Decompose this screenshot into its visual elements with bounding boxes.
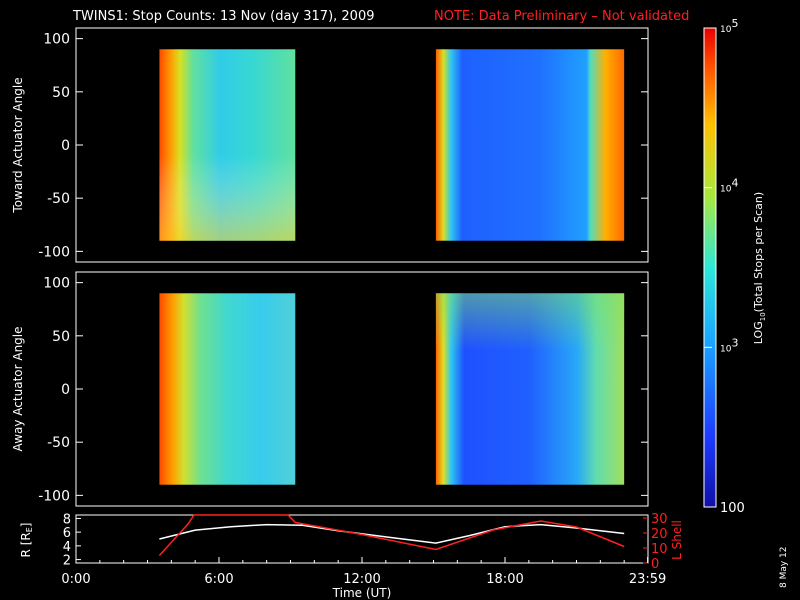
away-heatmap-segment-1 xyxy=(159,293,296,485)
colorbar-gradient xyxy=(703,27,717,508)
toward-heatmap-segment-1-shade xyxy=(159,49,296,241)
colorbar-ticks: 105 104 103 100 xyxy=(704,17,745,516)
ytick-label: 100 xyxy=(43,276,70,292)
ytick-label: 50 xyxy=(52,329,70,345)
colorbar: 105 104 103 100 LOG10(Total Stops per Scan) xyxy=(703,17,767,516)
radius-tick-label: 6 xyxy=(63,526,71,541)
lshell-series-line xyxy=(158,514,625,557)
ytick-label: 100 xyxy=(43,32,70,48)
lshell-ylabel: L Shell xyxy=(670,520,684,560)
lshell-tick-label: 0 xyxy=(651,557,659,572)
time-tick-label: 23:59 xyxy=(629,572,666,587)
colorbar-tick-label: 104 xyxy=(720,177,738,195)
toward-panel: Toward Actuator Angle -100 -50 0 50 100 xyxy=(11,27,649,263)
toward-yticks: -100 -50 0 50 100 xyxy=(38,32,648,260)
radius-tick-label: 4 xyxy=(63,540,71,555)
away-panel: Away Actuator Angle -100 -50 0 50 100 xyxy=(11,271,649,507)
ytick-label: 50 xyxy=(52,85,70,101)
time-xticks: 0:00 6:00 12:00 18:00 23:59 xyxy=(61,557,666,587)
time-tick-label: 12:00 xyxy=(343,572,380,587)
ytick-label: -50 xyxy=(47,435,70,451)
away-ylabel: Away Actuator Angle xyxy=(11,326,25,451)
away-heatmap-segment-2-shade xyxy=(435,293,625,485)
colorbar-tick-label: 105 xyxy=(720,17,738,35)
time-tick-label: 18:00 xyxy=(486,572,523,587)
radius-series-line xyxy=(159,523,625,544)
toward-heatmap-segment-2 xyxy=(435,49,625,241)
radius-ylabel: R [RE] xyxy=(19,523,34,558)
ytick-label: -100 xyxy=(38,244,70,260)
ytick-label: -50 xyxy=(47,191,70,207)
radius-tick-label: 8 xyxy=(63,512,71,527)
preliminary-note: NOTE: Data Preliminary – Not validated xyxy=(434,9,689,24)
ytick-label: 0 xyxy=(61,138,70,154)
lshell-tick-label: 20 xyxy=(651,527,668,542)
colorbar-tick-label: 100 xyxy=(720,501,745,516)
ytick-label: -100 xyxy=(38,488,70,504)
time-tick-label: 6:00 xyxy=(204,572,233,587)
ytick-label: 0 xyxy=(61,382,70,398)
toward-ylabel: Toward Actuator Angle xyxy=(11,77,25,213)
colorbar-label: LOG10(Total Stops per Scan) xyxy=(752,192,767,344)
time-xlabel: Time (UT) xyxy=(332,586,392,600)
away-yticks: -100 -50 0 50 100 xyxy=(38,276,648,504)
lshell-tick-label: 10 xyxy=(651,542,668,557)
colorbar-tick-label: 103 xyxy=(720,336,738,354)
radius-tick-label: 2 xyxy=(63,554,71,569)
lshell-tick-label: 30 xyxy=(651,512,668,527)
time-tick-label: 0:00 xyxy=(61,572,90,587)
chart-title: TWINS1: Stop Counts: 13 Nov (day 317), 2… xyxy=(72,9,375,24)
date-stamp: 8 May 12 xyxy=(779,546,789,588)
